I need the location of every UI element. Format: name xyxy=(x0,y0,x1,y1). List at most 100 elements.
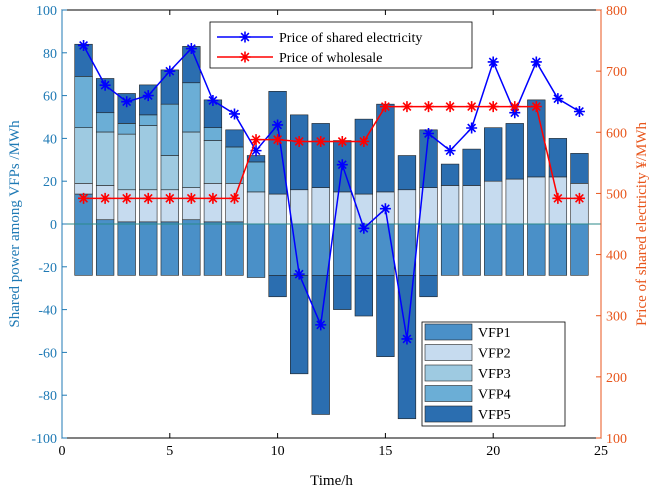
left-y-tick-label--60: -60 xyxy=(38,346,57,361)
bar-neg-vfp1-h8 xyxy=(225,223,244,276)
bar-neg-vfp1-h22 xyxy=(527,223,546,276)
marker-shared-h22 xyxy=(530,56,542,68)
legend-bar-label-vfp3: VFP3 xyxy=(478,367,511,382)
marker-wholesale-h19 xyxy=(466,101,478,113)
bar-vfp2-h9 xyxy=(246,191,266,225)
marker-wholesale-h3 xyxy=(121,192,133,204)
bar-neg-vfp1-h24 xyxy=(570,223,589,276)
marker-wholesale-h11 xyxy=(293,135,305,147)
marker-shared-h6 xyxy=(185,43,197,55)
bar-vfp4-h2 xyxy=(95,112,115,133)
marker-shared-h1 xyxy=(78,39,90,51)
bar-vfp4-h5 xyxy=(160,103,179,156)
bar-vfp3-h6 xyxy=(182,131,201,188)
bar-vfp5-h20 xyxy=(484,127,503,182)
marker-wholesale-h17 xyxy=(423,101,435,113)
marker-wholesale-h16 xyxy=(401,101,413,113)
legend-bar-label-vfp5: VFP5 xyxy=(478,408,511,423)
marker-wholesale-h23 xyxy=(552,192,564,204)
axes: 0 5 10 15 20 25 -100 -80 -60 -40 -20 0 20 40 60 80 100 10… xyxy=(31,4,627,459)
bar-vfp5-h8 xyxy=(225,129,244,148)
bar-vfp5-h2 xyxy=(95,78,115,114)
bar-neg-vfp1-h21 xyxy=(505,223,524,276)
price-lines xyxy=(78,39,585,345)
marker-wholesale-h7 xyxy=(207,192,219,204)
left-y-axis-title: Shared power among VFPs /MWh xyxy=(7,120,23,328)
legend-line-label-1: Price of wholesale xyxy=(279,51,382,66)
marker-wholesale-h15 xyxy=(379,101,391,113)
left-y-tick-label-40: 40 xyxy=(43,132,57,147)
right-y-tick-label-600: 600 xyxy=(606,126,627,141)
bar-vfp5-h14 xyxy=(354,118,373,195)
bar-vfp2-h10 xyxy=(268,193,287,225)
bar-neg-vfp1-h7 xyxy=(203,223,223,276)
legend-bar-label-vfp4: VFP4 xyxy=(478,388,511,403)
marker-shared-h17 xyxy=(423,128,435,140)
bar-neg-vfp1-h19 xyxy=(462,223,481,276)
marker-wholesale-h12 xyxy=(315,135,327,147)
x-tick-label-10: 10 xyxy=(271,444,285,459)
x-tick-label-0: 0 xyxy=(59,444,66,459)
bar-neg-vfp1-h9 xyxy=(246,223,266,278)
x-tick-label-25: 25 xyxy=(594,444,608,459)
bar-vfp4-h6 xyxy=(182,82,201,133)
legend-bar-label-vfp2: VFP2 xyxy=(478,347,511,362)
left-y-tick-label-80: 80 xyxy=(43,47,57,62)
legend-line-marker-0 xyxy=(239,31,251,43)
bar-vfp4-h8 xyxy=(225,146,244,184)
bar-neg-vfp1-h3 xyxy=(117,223,136,276)
x-tick-label-15: 15 xyxy=(378,444,392,459)
bar-neg-vfp1-h23 xyxy=(548,223,568,276)
marker-shared-h16 xyxy=(401,333,413,345)
left-y-tick-label-0: 0 xyxy=(50,218,57,233)
bar-neg-vfp1-h10 xyxy=(268,223,287,276)
bar-neg-vfp5-h14 xyxy=(354,275,373,317)
right-y-tick-label-500: 500 xyxy=(606,187,627,202)
bar-neg-vfp1-h12 xyxy=(311,223,330,276)
marker-shared-h12 xyxy=(315,319,327,331)
x-tick-label-5: 5 xyxy=(166,444,173,459)
bar-vfp2-h19 xyxy=(462,185,481,225)
line-wholesale-price xyxy=(83,105,580,200)
right-y-tick-label-800: 800 xyxy=(606,4,627,19)
bar-vfp5-h22 xyxy=(527,99,546,178)
bar-vfp4-h1 xyxy=(74,76,93,128)
bar-vfp3-h4 xyxy=(139,125,158,191)
bar-vfp4-h4 xyxy=(139,114,158,126)
bar-neg-vfp1-h16 xyxy=(397,223,417,276)
x-tick-label-20: 20 xyxy=(486,444,500,459)
marker-shared-h2 xyxy=(99,79,111,91)
marker-wholesale-h20 xyxy=(487,101,499,113)
left-y-tick-label-60: 60 xyxy=(43,90,57,105)
right-y-axis-title: Price of shared electricity ¥/MWh xyxy=(634,121,650,326)
legend-lines: Price of shared electricity Price of whol… xyxy=(209,21,473,69)
marker-wholesale-h8 xyxy=(228,192,240,204)
marker-wholesale-h1 xyxy=(78,192,90,204)
bar-vfp5-h19 xyxy=(462,148,481,186)
left-y-tick-label--100: -100 xyxy=(31,432,57,447)
x-axis-title: Time/h xyxy=(310,473,353,489)
bar-neg-vfp5-h16 xyxy=(397,275,417,420)
legend-lines-box xyxy=(209,21,473,69)
bar-neg-vfp1-h4 xyxy=(139,223,158,276)
marker-wholesale-h2 xyxy=(99,192,111,204)
marker-wholesale-h5 xyxy=(164,192,176,204)
bar-vfp4-h3 xyxy=(117,123,136,135)
bar-neg-vfp5-h13 xyxy=(333,275,352,310)
bar-vfp3-h3 xyxy=(117,133,136,191)
bar-vfp3-h1 xyxy=(74,127,93,184)
marker-shared-h11 xyxy=(293,268,305,280)
bar-vfp5-h24 xyxy=(570,153,589,184)
left-y-tick-label--80: -80 xyxy=(38,389,57,404)
bar-vfp2-h21 xyxy=(505,178,524,225)
bar-vfp2-h1 xyxy=(74,183,93,195)
marker-wholesale-h21 xyxy=(509,101,521,113)
bar-vfp4-h7 xyxy=(203,127,223,141)
legend-bar-swatch-vfp1 xyxy=(424,323,473,341)
marker-shared-h19 xyxy=(466,122,478,134)
bar-vfp3-h7 xyxy=(203,140,223,184)
marker-wholesale-h13 xyxy=(336,135,348,147)
bar-neg-vfp1-h20 xyxy=(484,223,503,276)
marker-shared-h9 xyxy=(250,145,262,157)
